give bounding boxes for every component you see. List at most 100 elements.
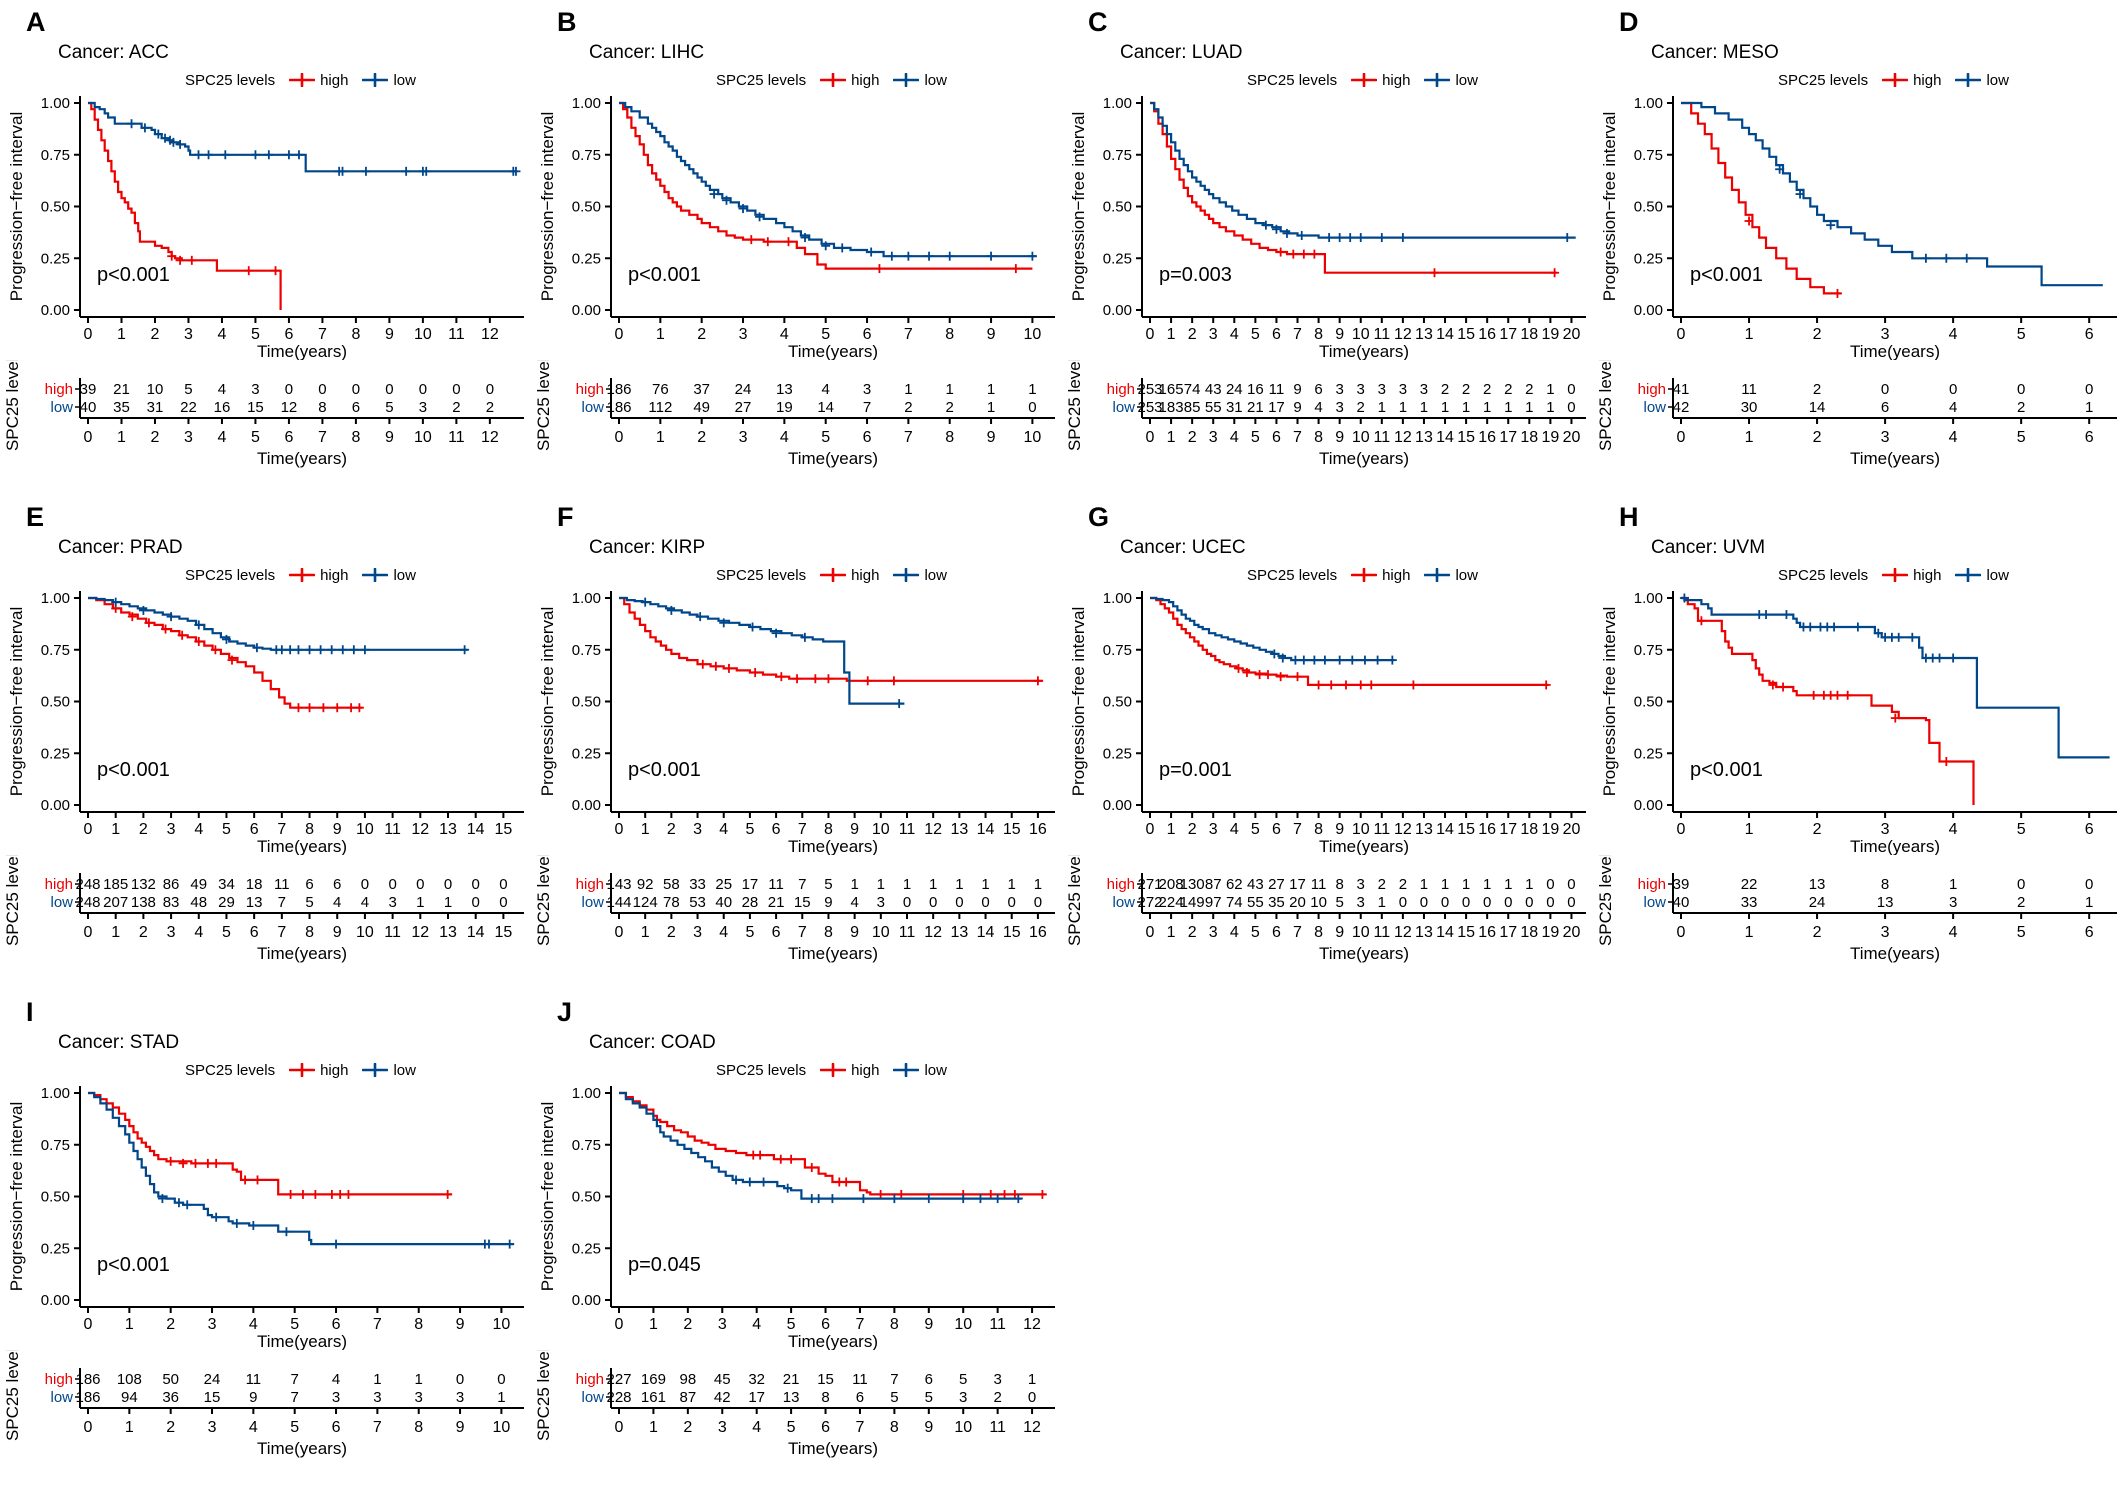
risk-count-low: 2 — [452, 399, 460, 416]
panel-letter: D — [1619, 7, 1639, 37]
km-curve-high — [619, 101, 1033, 270]
risk-count-low: 3 — [959, 1389, 967, 1406]
panel-title: Cancer: MESO — [1651, 42, 1779, 63]
risk-x-axis-label: Time(years) — [1319, 944, 1409, 963]
x-tick-label: 3 — [184, 326, 193, 343]
legend-label-high: high — [1913, 566, 1942, 584]
risk-row-label-high: high — [576, 1371, 604, 1388]
risk-x-tick-label: 8 — [824, 924, 833, 941]
legend-label-high: high — [320, 566, 349, 584]
risk-count-high: 86 — [163, 876, 180, 893]
x-tick-label: 7 — [1293, 821, 1302, 838]
risk-count-high: 108 — [117, 1371, 142, 1388]
risk-x-tick-label: 3 — [1881, 924, 1890, 941]
x-tick-label: 4 — [249, 1316, 258, 1333]
risk-x-tick-label: 13 — [1415, 429, 1433, 446]
legend-item-low: low — [362, 72, 416, 89]
risk-count-low: 0 — [472, 894, 480, 911]
risk-x-tick-label: 3 — [1209, 924, 1218, 941]
risk-count-high: 3 — [863, 381, 871, 398]
x-tick-label: 6 — [863, 326, 872, 343]
x-tick-label: 5 — [2017, 821, 2026, 838]
x-tick-label: 2 — [697, 326, 706, 343]
risk-count-low: 4 — [333, 894, 341, 911]
risk-count-low: 8 — [821, 1389, 829, 1406]
legend-title: SPC25 levels — [716, 71, 807, 89]
x-tick-label: 12 — [1023, 1316, 1041, 1333]
x-tick-label: 4 — [1230, 821, 1239, 838]
x-tick-label: 1 — [125, 1316, 134, 1333]
risk-count-high: 0 — [452, 381, 460, 398]
x-tick-label: 13 — [1415, 821, 1433, 838]
km-plot: 1.000.750.500.250.000 1 2 3 4 5 6 7 8 9 10 11 12 13 14… — [1069, 95, 1586, 360]
risk-x-tick-label: 2 — [166, 1419, 175, 1436]
x-tick-label: 2 — [151, 326, 160, 343]
risk-count-high: 13 — [1809, 876, 1826, 893]
x-tick-label: 7 — [798, 821, 807, 838]
x-tick-label: 8 — [1314, 821, 1323, 838]
risk-count-low: 4 — [1314, 399, 1322, 416]
risk-count-low: 0 — [1483, 894, 1491, 911]
legend-item-low: low — [893, 72, 947, 89]
x-tick-label: 10 — [872, 821, 890, 838]
risk-x-tick-label: 11 — [384, 924, 401, 941]
p-value-label: p<0.001 — [628, 264, 701, 286]
high-censor-marker-icon — [289, 1063, 316, 1077]
risk-count-high: 11 — [246, 1371, 262, 1388]
y-tick-label: 0.75 — [572, 147, 601, 164]
risk-count-high: 0 — [499, 876, 507, 893]
km-panel: I Cancer: STAD SPC25 levels high low 1.0… — [0, 990, 531, 1485]
low-censor-marker-icon — [893, 1063, 920, 1077]
x-axis-label: Time(years) — [1850, 342, 1940, 360]
legend: SPC25 levels high low — [0, 70, 531, 90]
legend-title: SPC25 levels — [1778, 71, 1869, 89]
risk-count-high: 1 — [1546, 381, 1554, 398]
risk-count-low: 1 — [1483, 399, 1491, 416]
x-tick-label: 17 — [1499, 821, 1517, 838]
x-tick-label: 4 — [1230, 326, 1239, 343]
risk-x-tick-label: 6 — [863, 429, 872, 446]
legend-item-high: high — [1351, 72, 1410, 89]
legend-title: SPC25 levels — [185, 71, 276, 89]
risk-count-low: 0 — [981, 894, 989, 911]
risk-count-high: 4 — [218, 381, 226, 398]
risk-count-high: 0 — [285, 381, 293, 398]
x-tick-label: 15 — [494, 821, 512, 838]
risk-count-low: 1 — [1420, 399, 1428, 416]
x-tick-label: 10 — [954, 1316, 972, 1333]
risk-count-high: 15 — [817, 1371, 834, 1388]
risk-count-low: 3 — [456, 1389, 464, 1406]
risk-count-high: 43 — [1205, 381, 1222, 398]
y-tick-label: 0.75 — [572, 642, 601, 659]
legend-label-high: high — [1382, 566, 1411, 584]
x-tick-label: 13 — [950, 821, 968, 838]
x-tick-label: 2 — [667, 821, 676, 838]
risk-x-tick-label: 5 — [251, 429, 260, 446]
risk-x-tick-label: 9 — [385, 429, 394, 446]
risk-x-tick-label: 15 — [1003, 924, 1021, 941]
y-axis-label: Progression−free interval — [7, 112, 26, 301]
km-plot: 1.00 0.75 0.50 0.25 0.00 0 1 2 3 4 5 6 Time(years) Pr… — [1600, 590, 2117, 855]
km-curve-high — [1681, 596, 1975, 805]
risk-count-high: 0 — [416, 876, 424, 893]
panel-title: Cancer: LUAD — [1120, 42, 1243, 63]
risk-count-high: 62 — [1226, 876, 1243, 893]
risk-x-tick-label: 15 — [494, 924, 512, 941]
risk-axis-label: SPC25 levels — [1596, 855, 1615, 946]
legend-item-high: high — [820, 1062, 879, 1079]
risk-x-tick-label: 11 — [899, 924, 916, 941]
km-curve-low — [1150, 596, 1395, 662]
risk-x-tick-label: 1 — [1745, 429, 1754, 446]
risk-count-high: 0 — [1546, 876, 1554, 893]
y-axis-label: Progression−free interval — [7, 607, 26, 796]
risk-count-high: 0 — [497, 1371, 505, 1388]
y-tick-label: 0.75 — [41, 1137, 70, 1154]
risk-count-low: 149 — [1180, 894, 1205, 911]
x-tick-label: 5 — [1251, 326, 1260, 343]
risk-count-low: 33 — [1741, 894, 1758, 911]
risk-x-tick-label: 0 — [84, 1419, 93, 1436]
legend: SPC25 levels high low — [531, 565, 1062, 585]
risk-count-high: 11 — [1741, 381, 1757, 398]
risk-x-tick-label: 0 — [84, 429, 93, 446]
risk-x-tick-label: 15 — [1457, 429, 1475, 446]
